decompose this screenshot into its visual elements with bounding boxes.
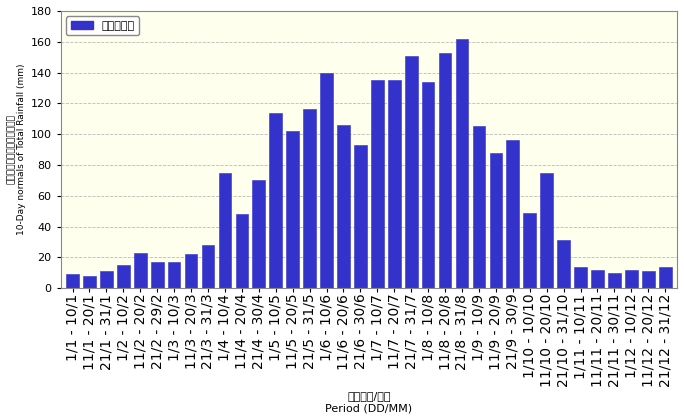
Bar <box>219 173 231 288</box>
Bar <box>134 253 146 288</box>
Bar <box>591 270 604 288</box>
Bar <box>117 265 130 288</box>
Bar <box>625 270 637 288</box>
Bar <box>557 240 570 288</box>
X-axis label: 期間（日/月）
Period (DD/MM): 期間（日/月） Period (DD/MM) <box>326 391 412 413</box>
Bar <box>422 82 434 288</box>
Bar <box>269 113 282 288</box>
Bar <box>320 73 333 288</box>
Bar <box>252 180 265 288</box>
Bar <box>523 213 536 288</box>
Bar <box>371 80 384 288</box>
Bar <box>83 276 96 288</box>
Bar <box>456 39 469 288</box>
Bar <box>235 214 248 288</box>
Bar <box>66 274 79 288</box>
Y-axis label: 總雨量的十天平均値（毫米）
10-Day normals of Total Rainfall (mm): 總雨量的十天平均値（毫米） 10-Day normals of Total Ra… <box>7 64 27 235</box>
Bar <box>337 125 350 288</box>
Bar <box>574 267 587 288</box>
Legend: 平均總雨量: 平均總雨量 <box>66 16 140 35</box>
Bar <box>405 55 417 288</box>
Bar <box>287 131 299 288</box>
Bar <box>202 245 214 288</box>
Bar <box>354 145 367 288</box>
Bar <box>303 110 316 288</box>
Bar <box>388 80 401 288</box>
Bar <box>438 52 451 288</box>
Bar <box>506 140 519 288</box>
Bar <box>473 126 485 288</box>
Bar <box>490 152 502 288</box>
Bar <box>151 262 163 288</box>
Bar <box>168 262 181 288</box>
Bar <box>540 173 553 288</box>
Bar <box>642 271 655 288</box>
Bar <box>185 254 198 288</box>
Bar <box>100 271 113 288</box>
Bar <box>659 267 672 288</box>
Bar <box>608 273 621 288</box>
